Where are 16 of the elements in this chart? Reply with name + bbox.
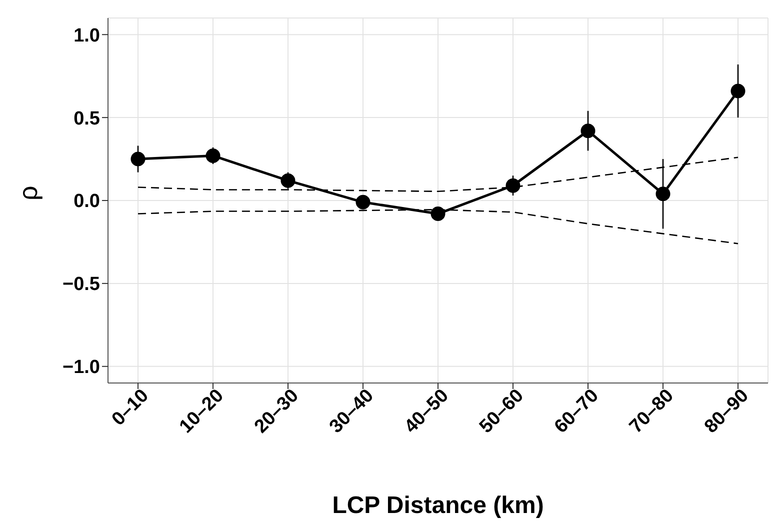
point	[130, 152, 146, 166]
y-tick-label: 0.5	[74, 108, 100, 130]
y-tick-label: 1.0	[74, 25, 100, 46]
y-axis-title: ρ	[13, 186, 44, 200]
y-tick-label: −0.5	[62, 274, 100, 296]
y-tick-label: −1.0	[62, 357, 100, 378]
point	[430, 206, 446, 222]
point	[730, 84, 746, 98]
point	[580, 124, 596, 138]
point	[206, 148, 220, 163]
point	[506, 178, 520, 193]
point	[356, 194, 370, 210]
point	[656, 186, 670, 202]
x-axis-title: LCP Distance (km)	[332, 492, 544, 519]
point	[280, 173, 296, 188]
y-tick-label: 0.0	[74, 191, 100, 212]
